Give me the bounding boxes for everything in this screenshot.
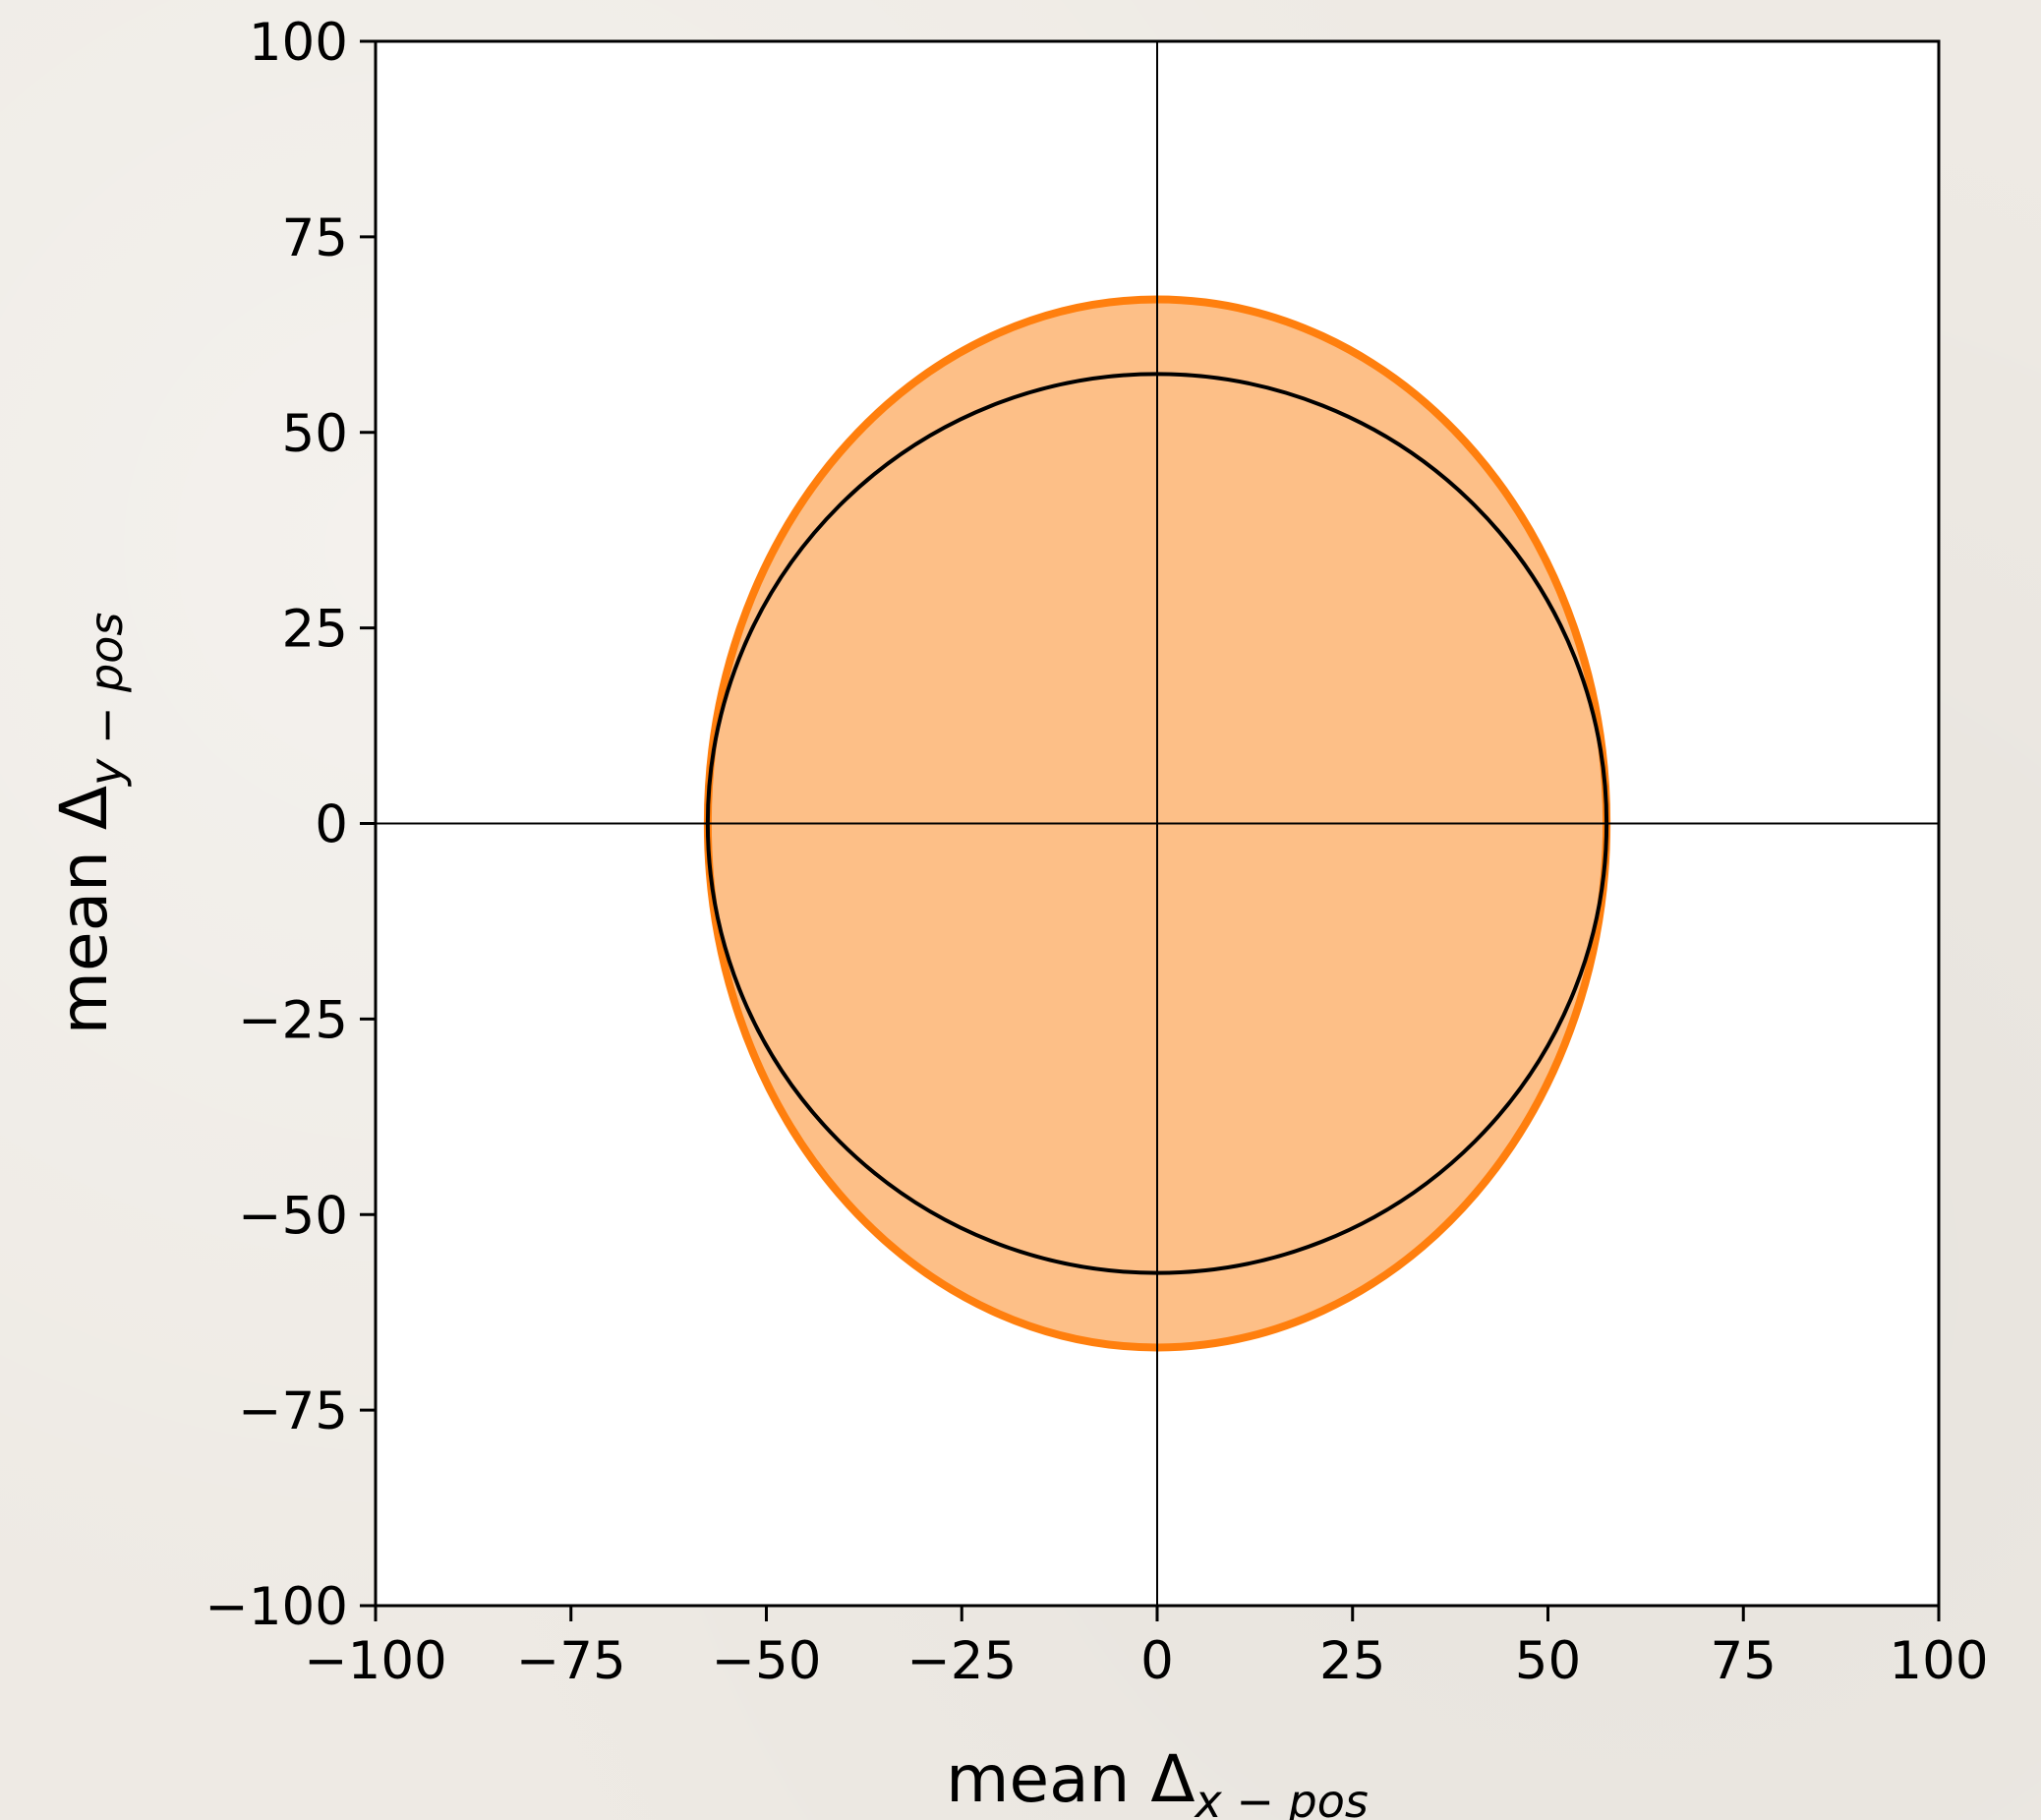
y-tick-label: 25	[282, 600, 348, 660]
y-axis-title-subscript: y − pos	[80, 613, 133, 788]
x-axis-title-subscript: x − pos	[1193, 1775, 1368, 1820]
x-tick-label: 25	[1319, 1631, 1385, 1691]
y-tick-label: 50	[282, 404, 348, 464]
y-tick-label: 0	[315, 795, 348, 855]
x-tick-label: −75	[516, 1631, 626, 1691]
x-tick-label: 50	[1515, 1631, 1581, 1691]
x-tick-label: −100	[304, 1631, 447, 1691]
x-axis-title-main: mean Δ	[946, 1741, 1195, 1817]
x-tick-label: −50	[712, 1631, 822, 1691]
y-tick-label: −50	[238, 1186, 348, 1246]
y-tick-label: −75	[238, 1381, 348, 1441]
x-tick-label: 100	[1889, 1631, 1988, 1691]
y-axis-title-main: mean Δ	[46, 786, 122, 1034]
y-tick-label: −100	[204, 1577, 348, 1637]
y-tick-label: 75	[282, 208, 348, 268]
y-tick-label: −25	[238, 990, 348, 1050]
x-tick-label: 0	[1140, 1631, 1174, 1691]
x-axis-title: mean Δx − pos	[946, 1741, 1369, 1820]
y-axis-title: mean Δy − pos	[46, 613, 133, 1035]
x-tick-label: −25	[906, 1631, 1017, 1691]
y-tick-label: 100	[249, 13, 348, 73]
x-tick-label: 75	[1711, 1631, 1777, 1691]
